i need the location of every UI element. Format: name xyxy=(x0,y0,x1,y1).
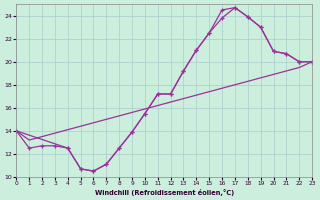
X-axis label: Windchill (Refroidissement éolien,°C): Windchill (Refroidissement éolien,°C) xyxy=(95,189,234,196)
